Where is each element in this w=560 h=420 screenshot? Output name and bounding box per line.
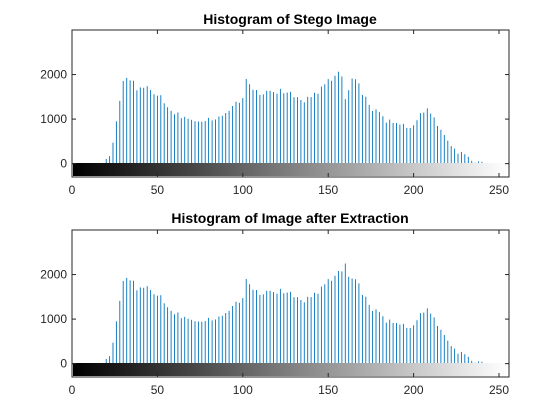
grayscale-colorbar bbox=[73, 163, 508, 176]
grayscale-colorbar bbox=[73, 363, 508, 376]
x-tick-label: 0 bbox=[69, 183, 76, 197]
bar-series bbox=[72, 71, 509, 165]
x-tick-label: 250 bbox=[489, 383, 509, 397]
x-tick-label: 100 bbox=[233, 183, 253, 197]
bar-series bbox=[72, 263, 509, 365]
x-tick-label: 50 bbox=[151, 383, 165, 397]
x-tick-label: 150 bbox=[318, 183, 338, 197]
y-tick-label: 0 bbox=[60, 357, 67, 371]
axes-box bbox=[71, 229, 510, 378]
y-tick-label: 0 bbox=[60, 157, 67, 171]
subplot-extracted: Histogram of Image after Extraction 0 50… bbox=[40, 210, 510, 397]
tick-marks bbox=[71, 230, 509, 377]
tick-marks bbox=[71, 30, 509, 177]
x-tick-labels: 0 50 100 150 200 250 bbox=[69, 383, 510, 397]
y-tick-label: 2000 bbox=[40, 68, 67, 82]
x-tick-labels: 0 50 100 150 200 250 bbox=[69, 183, 510, 197]
x-tick-label: 150 bbox=[318, 383, 338, 397]
y-tick-label: 1000 bbox=[40, 112, 67, 126]
y-tick-labels: 0 1000 2000 bbox=[40, 268, 67, 371]
axes-box bbox=[71, 29, 510, 178]
y-tick-label: 2000 bbox=[40, 268, 67, 282]
x-tick-label: 250 bbox=[489, 183, 509, 197]
chart-title: Histogram of Stego Image bbox=[203, 11, 377, 27]
subplot-stego: Histogram of Stego Image 0 50 100 150 20… bbox=[40, 11, 510, 197]
y-tick-labels: 0 1000 2000 bbox=[40, 68, 67, 171]
x-tick-label: 0 bbox=[69, 383, 76, 397]
x-tick-label: 50 bbox=[151, 183, 165, 197]
x-tick-label: 200 bbox=[404, 183, 424, 197]
x-tick-label: 100 bbox=[233, 383, 253, 397]
chart-title: Histogram of Image after Extraction bbox=[171, 210, 408, 226]
x-tick-label: 200 bbox=[404, 383, 424, 397]
y-tick-label: 1000 bbox=[40, 312, 67, 326]
